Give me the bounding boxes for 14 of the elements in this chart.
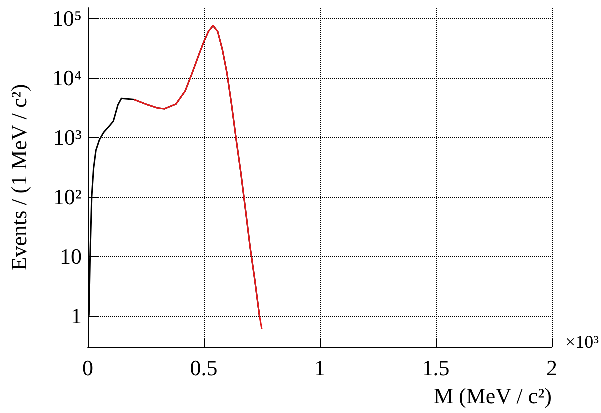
y-tick-label: 1 [71,303,82,328]
x-axis-title: M (MeV / c²) [434,384,552,408]
y-tick-label: 10⁵ [52,6,82,31]
x-tick-label: 0.5 [190,356,218,380]
x-tick-label: 0 [82,356,94,380]
y-tick-label: 10⁴ [52,65,82,90]
text: ×10³ [565,332,600,352]
y-tick-label: 10 [60,244,82,269]
x-tick-label: 1 [314,356,326,380]
y-tick-label: 10³ [53,124,82,150]
y-axis-title: Events / (1 MeV / c²) [6,84,32,271]
x-tick-label: 1.5 [422,356,450,380]
y-tick-label: 10² [53,184,82,210]
x-tick-label: 2 [546,356,558,380]
